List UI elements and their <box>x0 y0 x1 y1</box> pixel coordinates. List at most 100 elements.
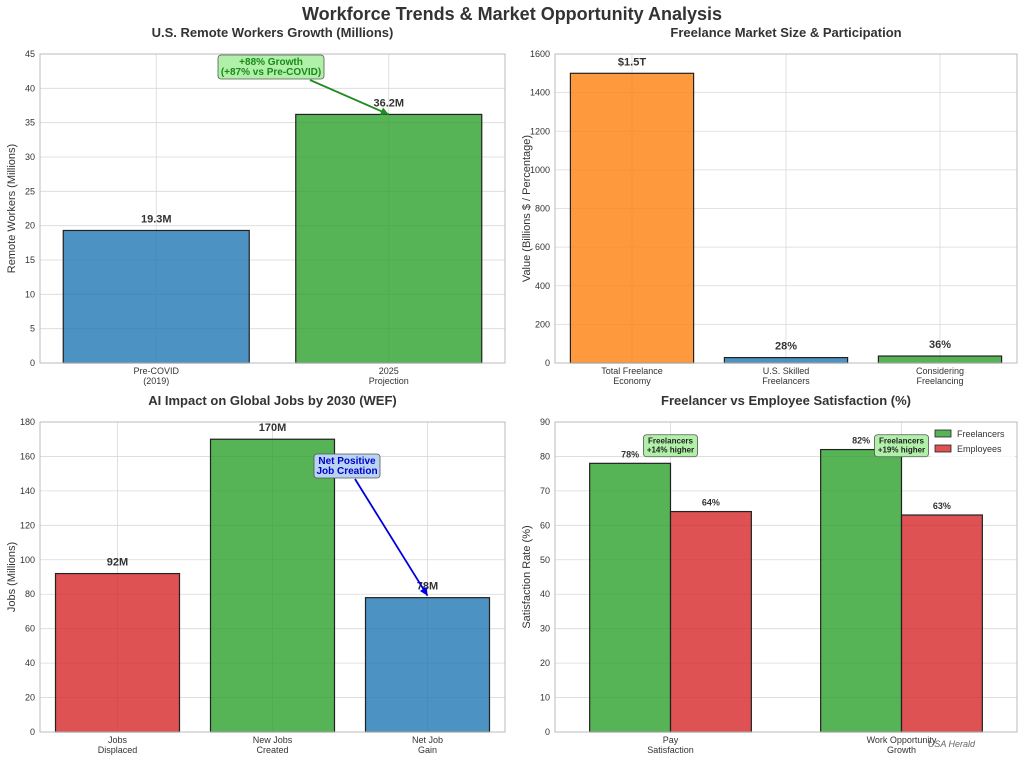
y-axis-label: Jobs (Millions) <box>6 542 18 612</box>
y-tick-label: 80 <box>25 589 35 599</box>
annotation-arrowhead <box>379 107 389 115</box>
y-tick-label: 40 <box>540 589 550 599</box>
annotation-text: +19% higher <box>878 446 925 455</box>
y-tick-label: 200 <box>535 319 550 329</box>
y-tick-label: 90 <box>540 417 550 427</box>
bar-value-label: $1.5T <box>618 56 646 68</box>
x-tick-label: U.S. Skilled Freelancers <box>762 366 810 386</box>
y-tick-label: 70 <box>540 486 550 496</box>
y-tick-label: 60 <box>25 624 35 634</box>
y-tick-label: 0 <box>545 727 550 737</box>
bar <box>54 572 181 733</box>
y-tick-label: 120 <box>20 520 35 530</box>
chart-title: AI Impact on Global Jobs by 2030 (WEF) <box>148 393 397 408</box>
legend-swatch <box>934 429 952 438</box>
plot-frame <box>39 421 506 733</box>
plot-frame <box>39 53 506 364</box>
annotation-box <box>643 434 698 458</box>
y-tick-label: 10 <box>540 693 550 703</box>
annotation-text: (+87% vs Pre-COVID) <box>221 67 321 78</box>
bar-employees <box>669 510 752 733</box>
annotation-box <box>313 453 381 479</box>
plot-frame <box>554 53 1018 364</box>
y-tick-label: 20 <box>25 693 35 703</box>
bar-freelancers <box>820 448 903 733</box>
x-tick-label: Considering Freelancing <box>916 366 964 386</box>
y-tick-label: 25 <box>25 186 35 196</box>
y-axis-label: Value (Billions $ / Percentage) <box>521 135 533 282</box>
chart-panels: U.S. Remote Workers Growth (Millions) 0 5 1… <box>6 25 1018 755</box>
y-tick-label: 1200 <box>530 126 550 136</box>
chart-panel-2: Freelance Market Size & Participation 0 20… <box>521 25 1018 386</box>
y-tick-label: 35 <box>25 118 35 128</box>
chart-title: Freelance Market Size & Participation <box>670 25 901 40</box>
x-tick-label: Jobs Displaced <box>98 735 138 755</box>
bar-value-label: 63% <box>933 501 951 511</box>
chart-panel-3: AI Impact on Global Jobs by 2030 (WEF) 0 2… <box>6 393 506 755</box>
bar-value-label: 36% <box>929 339 951 351</box>
legend: Freelancers Employees <box>931 426 1015 460</box>
y-tick-label: 1000 <box>530 165 550 175</box>
chart-title: Freelancer vs Employee Satisfaction (%) <box>661 393 911 408</box>
x-tick-label: New Jobs Created <box>253 735 293 755</box>
x-tick-label: Total Freelance Economy <box>601 366 663 386</box>
y-tick-label: 40 <box>25 658 35 668</box>
bar-value-label: 28% <box>775 341 797 353</box>
y-tick-label: 45 <box>25 49 35 59</box>
y-tick-label: 5 <box>30 324 35 334</box>
bar-value-label: 170M <box>259 422 287 434</box>
bar <box>209 438 336 733</box>
watermark: USA Herald <box>928 739 976 749</box>
y-tick-label: 160 <box>20 451 35 461</box>
y-tick-label: 30 <box>25 152 35 162</box>
y-tick-label: 600 <box>535 242 550 252</box>
y-tick-label: 0 <box>30 727 35 737</box>
annotation-text: +88% Growth <box>239 57 303 68</box>
bar <box>569 72 695 364</box>
y-tick-label: 30 <box>540 624 550 634</box>
annotation-arrow <box>354 478 429 597</box>
bar-value-label: 78% <box>621 449 639 459</box>
y-tick-label: 40 <box>25 83 35 93</box>
y-tick-label: 10 <box>25 289 35 299</box>
y-tick-label: 0 <box>30 358 35 368</box>
y-tick-label: 80 <box>540 451 550 461</box>
annotation-text: Job Creation <box>316 466 377 477</box>
x-tick-label: Work Opportunity Growth <box>867 735 937 755</box>
y-tick-label: 140 <box>20 486 35 496</box>
y-tick-label: 180 <box>20 417 35 427</box>
chart-panel-1: U.S. Remote Workers Growth (Millions) 0 5 1… <box>6 25 506 386</box>
bar-employees <box>900 514 983 733</box>
y-tick-label: 0 <box>545 358 550 368</box>
y-tick-label: 60 <box>540 520 550 530</box>
annotation-text: Freelancers <box>879 437 924 446</box>
x-tick-label: Net Job Gain <box>412 735 443 755</box>
y-tick-label: 1600 <box>530 49 550 59</box>
bar-freelancers <box>589 462 672 733</box>
bar-value-label: 36.2M <box>373 97 404 109</box>
chart-panel-4: Freelancer vs Employee Satisfaction (%) 0… <box>521 393 1018 755</box>
figure-title: Workforce Trends & Market Opportunity An… <box>302 4 722 24</box>
bar <box>364 597 491 733</box>
y-tick-label: 400 <box>535 281 550 291</box>
y-axis-label: Remote Workers (Millions) <box>6 144 18 273</box>
y-tick-label: 20 <box>540 658 550 668</box>
chart-title: U.S. Remote Workers Growth (Millions) <box>152 25 394 40</box>
y-tick-label: 100 <box>20 555 35 565</box>
y-axis-label: Satisfaction Rate (%) <box>521 525 533 628</box>
y-tick-label: 1400 <box>530 88 550 98</box>
annotation-text: Freelancers <box>648 437 693 446</box>
bar-value-label: 19.3M <box>141 213 172 225</box>
legend-label: Freelancers <box>957 429 1005 439</box>
x-tick-label: 2025 Projection <box>369 366 409 386</box>
plot-frame <box>554 421 1018 733</box>
annotation-arrow <box>309 79 390 116</box>
bar <box>723 356 849 364</box>
y-tick-label: 50 <box>540 555 550 565</box>
x-tick-label: Pay Satisfaction <box>647 735 694 755</box>
legend-swatch <box>934 444 952 453</box>
bar <box>877 355 1003 364</box>
bar-value-label: 82% <box>852 436 870 446</box>
